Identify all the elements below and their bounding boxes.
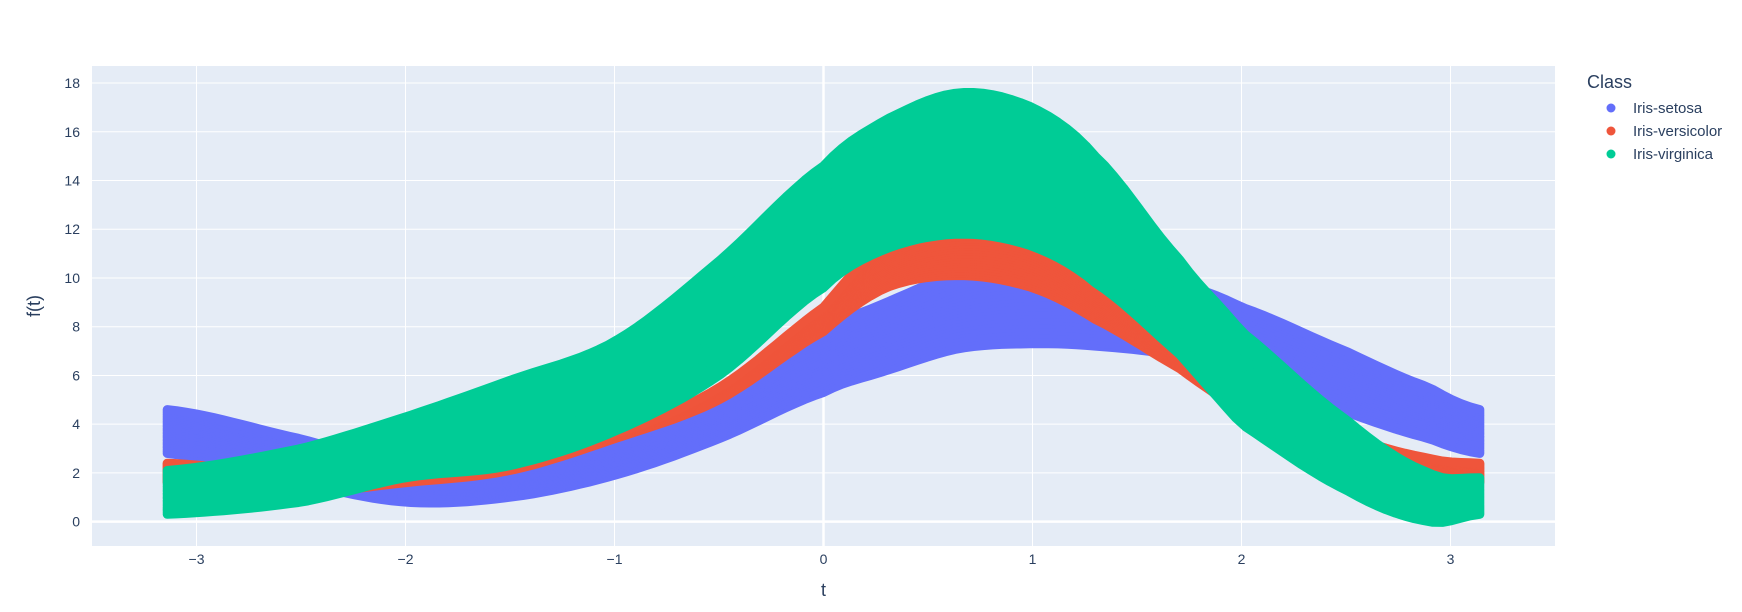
series-layer [162, 88, 1485, 527]
y-tick-label: 12 [64, 221, 80, 237]
y-tick-label: 8 [72, 319, 80, 335]
x-tick-label: −3 [189, 551, 205, 567]
y-tick-label: 0 [72, 514, 80, 530]
x-tick-label: 0 [820, 551, 828, 567]
series-iris-virginica [162, 88, 1485, 527]
x-tick-label: 3 [1447, 551, 1455, 567]
legend-label: Iris-virginica [1633, 146, 1714, 163]
x-tick-label: −2 [398, 551, 414, 567]
legend-item[interactable]: Iris-setosa [1606, 100, 1703, 117]
y-tick-label: 18 [64, 75, 80, 91]
y-axis-title: f(t) [24, 295, 44, 317]
y-tick-label: 4 [72, 416, 80, 432]
legend-item[interactable]: Iris-virginica [1606, 146, 1714, 163]
legend[interactable]: Class Iris-setosa Iris-versicolor Iris-vir… [1587, 72, 1722, 163]
legend-marker [1606, 149, 1616, 159]
y-tick-label: 10 [64, 270, 80, 286]
legend-label: Iris-setosa [1633, 100, 1703, 117]
x-tick-label: −1 [607, 551, 623, 567]
legend-label: Iris-versicolor [1633, 123, 1722, 140]
legend-item[interactable]: Iris-versicolor [1606, 123, 1723, 140]
x-tick-label: 1 [1029, 551, 1037, 567]
y-tick-label: 2 [72, 465, 80, 481]
y-tick-label: 16 [64, 124, 80, 140]
legend-marker [1606, 103, 1616, 113]
y-tick-label: 14 [64, 173, 80, 189]
legend-marker [1606, 126, 1616, 136]
x-tick-label: 2 [1238, 551, 1246, 567]
x-axis-title: t [821, 580, 826, 600]
y-tick-label: 6 [72, 367, 80, 383]
series-line [162, 88, 1485, 484]
legend-title: Class [1587, 72, 1632, 92]
